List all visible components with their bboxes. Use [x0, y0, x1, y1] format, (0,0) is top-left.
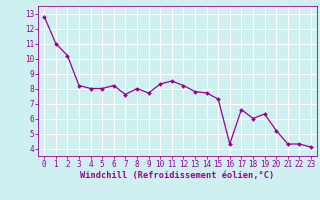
X-axis label: Windchill (Refroidissement éolien,°C): Windchill (Refroidissement éolien,°C) — [80, 171, 275, 180]
